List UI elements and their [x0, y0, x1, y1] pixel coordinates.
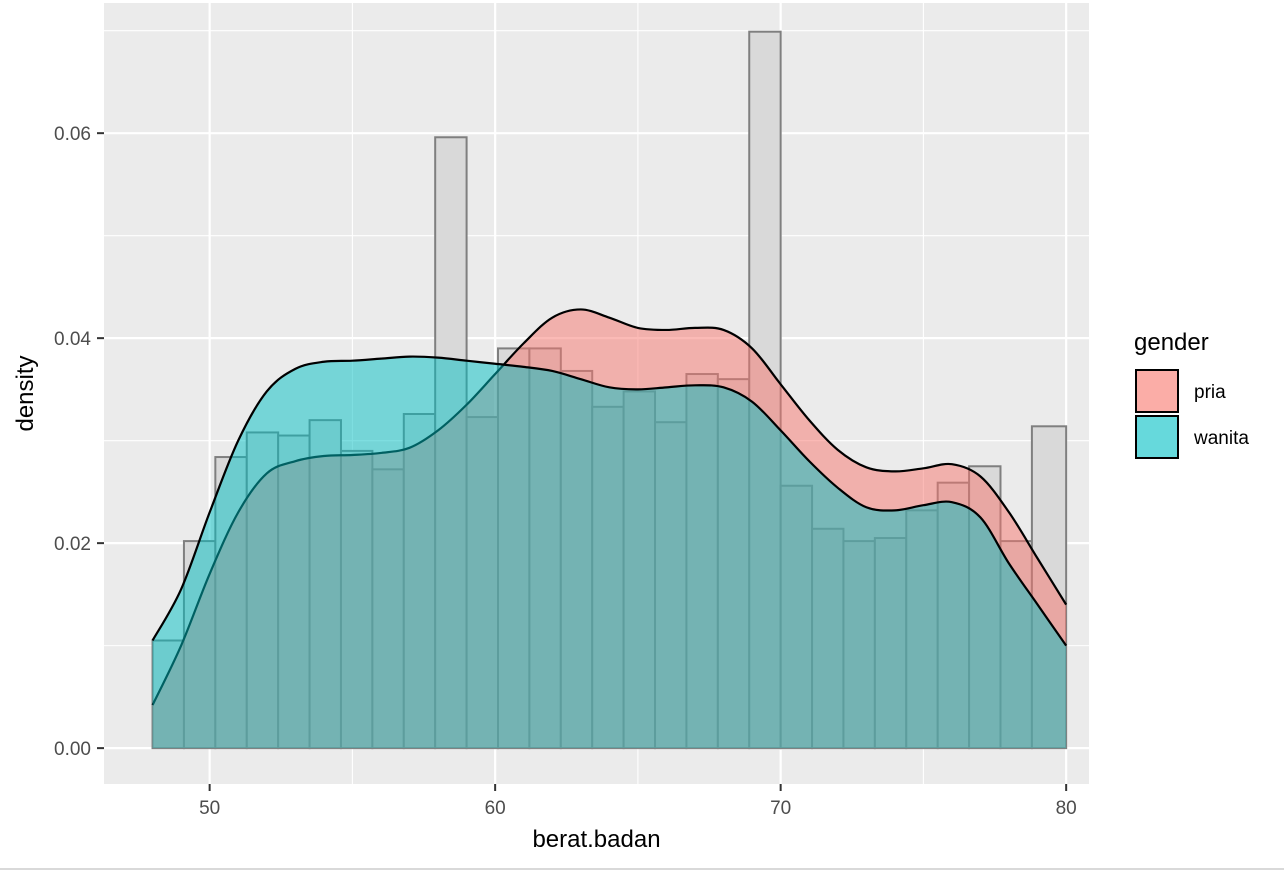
legend-swatch-pria — [1135, 369, 1179, 413]
x-tick-label: 50 — [199, 798, 220, 819]
density-areas — [151, 308, 1068, 749]
y-tick-label: 0.06 — [54, 124, 91, 145]
bottom-divider — [0, 868, 1284, 870]
legend: gender pria wanita — [1134, 329, 1249, 459]
x-tick-label: 70 — [770, 798, 791, 819]
legend-swatch-wanita — [1135, 415, 1179, 459]
y-tick-label: 0.04 — [54, 329, 91, 350]
x-tick-label: 80 — [1056, 798, 1077, 819]
legend-label-pria: pria — [1194, 382, 1226, 403]
x-tick-label: 60 — [485, 798, 506, 819]
y-tick-label: 0.00 — [54, 739, 91, 760]
legend-label-wanita: wanita — [1193, 428, 1249, 449]
density-curve-wanita — [151, 355, 1068, 647]
y-axis-ticks: 0.00 0.02 0.04 0.06 — [54, 124, 104, 760]
x-axis-label: berat.badan — [532, 826, 660, 853]
density-area-wanita — [152, 356, 1067, 749]
legend-title: gender — [1134, 329, 1209, 356]
y-axis-label: density — [12, 355, 39, 431]
y-tick-label: 0.02 — [54, 534, 91, 555]
x-axis-ticks: 50 60 70 80 — [199, 784, 1077, 819]
